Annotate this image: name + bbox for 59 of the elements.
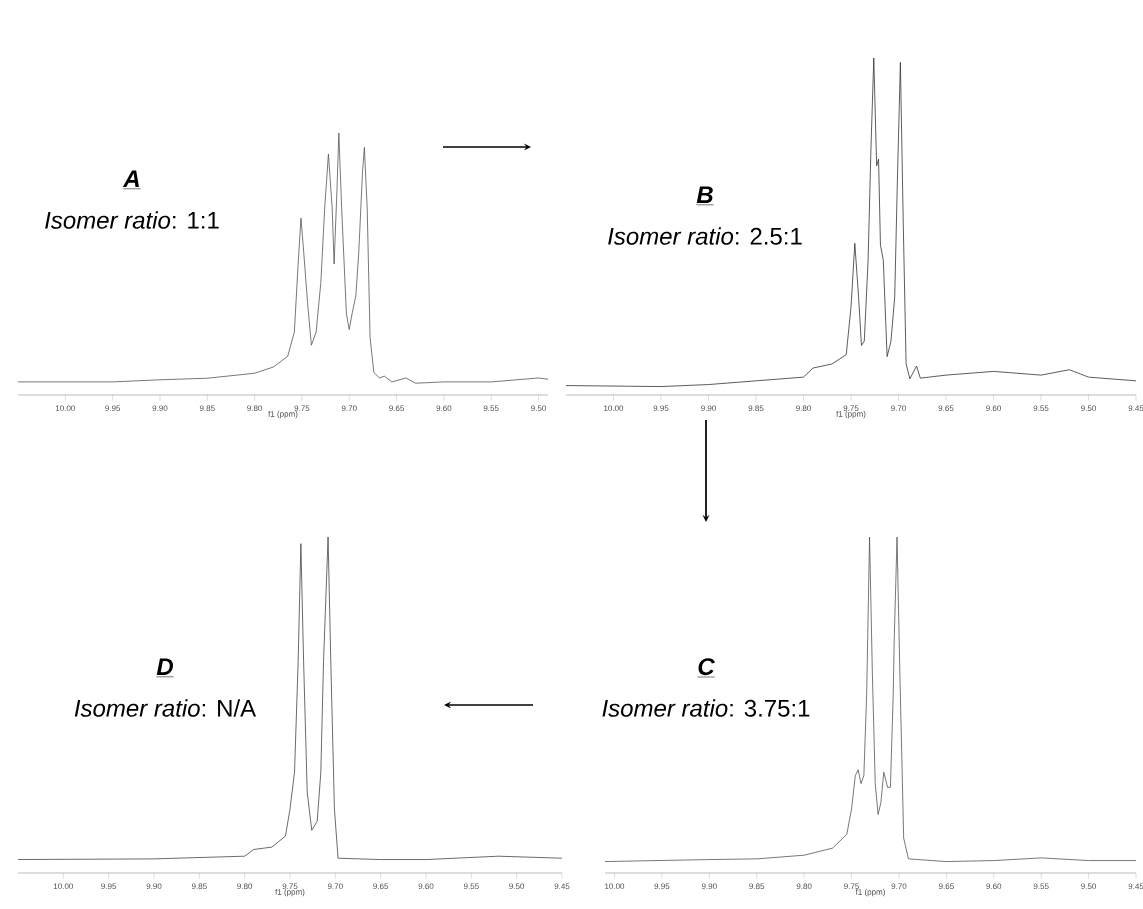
x-tick-label: 9.45 xyxy=(554,883,570,890)
x-tick-label: 9.65 xyxy=(389,405,405,412)
x-tick-label: 9.75 xyxy=(844,883,859,890)
x-tick-label: 9.50 xyxy=(531,405,546,412)
x-tick-label: 9.85 xyxy=(749,883,765,890)
x-tick-label: 9.65 xyxy=(373,883,389,890)
text: A xyxy=(122,170,139,187)
x-tick-label: 9.50 xyxy=(1081,405,1096,412)
x-tick-label: 9.55 xyxy=(483,405,499,412)
x-tick-label: 9.85 xyxy=(191,883,207,890)
x-tick-label: 9.95 xyxy=(654,883,670,890)
x-tick-label: 9.70 xyxy=(891,405,906,412)
x-tick-label: 9.60 xyxy=(436,405,452,412)
x-axis-title: f1 (ppm) xyxy=(836,410,866,419)
x-tick-label: 9.80 xyxy=(247,405,263,412)
x-tick-label: 9.70 xyxy=(891,883,907,890)
text: D xyxy=(156,658,174,675)
text: B xyxy=(696,186,713,203)
text: Isomer ratio: 2.5:1 xyxy=(608,227,802,245)
x-axis-title: f1 (ppm) xyxy=(268,410,298,419)
text: Isomer ratio: 1:1 xyxy=(45,211,219,229)
x-tick-label: 9.75 xyxy=(843,405,859,412)
x-tick-label: 9.90 xyxy=(152,405,168,412)
x-tick-label: 9.60 xyxy=(986,405,1001,412)
x-tick-label: 9.80 xyxy=(796,405,811,412)
x-tick-label: 9.80 xyxy=(796,883,812,890)
x-tick-label: 9.70 xyxy=(327,883,343,890)
x-axis-title: f1 (ppm) xyxy=(855,888,885,897)
x-tick-label: 9.45 xyxy=(1128,883,1143,890)
x-tick-label: 10.00 xyxy=(55,405,76,412)
text: Isomer ratio: 3.75:1 xyxy=(602,699,810,717)
x-tick-label: 9.65 xyxy=(938,883,954,890)
x-tick-label: 9.95 xyxy=(105,405,121,412)
x-tick-label: 9.50 xyxy=(509,883,525,890)
x-tick-label: 9.75 xyxy=(282,883,298,890)
x-tick-label: 9.55 xyxy=(1033,405,1049,412)
x-tick-label: 10.00 xyxy=(604,405,624,412)
x-tick-label: 9.75 xyxy=(294,405,310,412)
text: Isomer ratio: N/A xyxy=(74,699,257,717)
x-tick-label: 9.95 xyxy=(101,883,117,890)
x-tick-label: 9.90 xyxy=(701,405,716,412)
x-tick-label: 9.55 xyxy=(463,883,479,890)
x-tick-label: 9.85 xyxy=(199,405,215,412)
x-axis-title: f1 (ppm) xyxy=(275,888,305,897)
x-tick-label: 9.80 xyxy=(237,883,253,890)
x-tick-label: 9.90 xyxy=(701,883,717,890)
x-tick-label: 9.55 xyxy=(1033,883,1049,890)
x-tick-label: 9.70 xyxy=(341,405,357,412)
x-tick-label: 9.45 xyxy=(1128,405,1143,412)
x-tick-label: 9.60 xyxy=(418,883,434,890)
x-tick-label: 9.65 xyxy=(938,405,954,412)
x-tick-label: 9.85 xyxy=(748,405,764,412)
x-tick-label: 9.50 xyxy=(1081,883,1097,890)
x-tick-label: 9.60 xyxy=(986,883,1002,890)
x-tick-label: 10.00 xyxy=(53,883,74,890)
x-tick-label: 10.00 xyxy=(605,883,625,890)
x-tick-label: 9.90 xyxy=(146,883,162,890)
x-tick-label: 9.95 xyxy=(653,405,669,412)
text: C xyxy=(698,658,715,676)
